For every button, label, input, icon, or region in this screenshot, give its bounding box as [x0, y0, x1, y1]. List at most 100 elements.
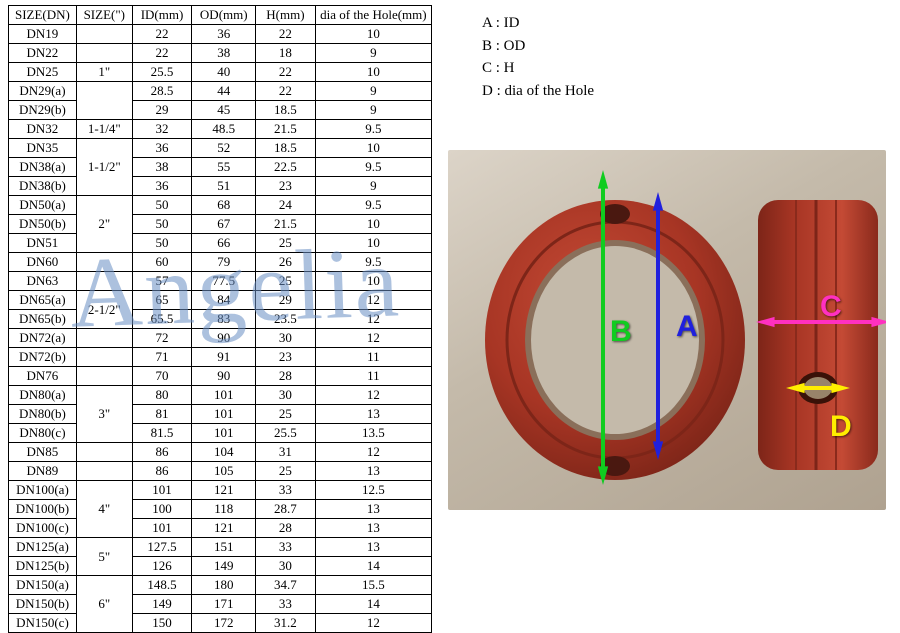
table-cell: 18.5	[256, 139, 316, 158]
table-cell: 1-1/2"	[76, 139, 132, 196]
table-cell	[76, 272, 132, 291]
table-cell: 13	[315, 519, 431, 538]
table-cell: 25.5	[132, 63, 192, 82]
table-cell: 24	[256, 196, 316, 215]
table-cell: 9	[315, 82, 431, 101]
table-cell: 15.5	[315, 576, 431, 595]
table-row: DN222238189	[9, 44, 432, 63]
table-cell: 55	[192, 158, 256, 177]
dimension-label: B	[610, 315, 632, 349]
table-row: DN606079269.5	[9, 253, 432, 272]
table-cell: 149	[132, 595, 192, 614]
table-cell: DN65(a)	[9, 291, 77, 310]
table-cell: 12.5	[315, 481, 431, 500]
table-row: DN38(a)385522.59.5	[9, 158, 432, 177]
table-cell: DN50(b)	[9, 215, 77, 234]
legend-item: C : H	[482, 57, 888, 80]
table-cell	[76, 253, 132, 272]
table-cell: DN76	[9, 367, 77, 386]
table-cell: 13	[315, 462, 431, 481]
table-row: DN7670902811	[9, 367, 432, 386]
col-header: OD(mm)	[192, 6, 256, 25]
table-cell: 12	[315, 291, 431, 310]
table-cell: 38	[132, 158, 192, 177]
table-cell: DN150(c)	[9, 614, 77, 633]
table-cell: 12	[315, 310, 431, 329]
table-row: DN72(b)71912311	[9, 348, 432, 367]
table-cell: 9.5	[315, 196, 431, 215]
table-row: DN150(a)6"148.518034.715.5	[9, 576, 432, 595]
table-cell: 25	[256, 405, 316, 424]
legend-item: B : OD	[482, 35, 888, 58]
table-cell: 171	[192, 595, 256, 614]
table-cell: 180	[192, 576, 256, 595]
col-header: ID(mm)	[132, 6, 192, 25]
table-cell: 81.5	[132, 424, 192, 443]
table-row: DN65(b)65.58323.512	[9, 310, 432, 329]
table-cell: 12	[315, 614, 431, 633]
table-row: DN150(c)15017231.212	[9, 614, 432, 633]
table-cell: 30	[256, 329, 316, 348]
table-cell: 25	[256, 272, 316, 291]
table-cell: DN29(a)	[9, 82, 77, 101]
table-cell: 77.5	[192, 272, 256, 291]
table-cell: 71	[132, 348, 192, 367]
table-cell: 22.5	[256, 158, 316, 177]
table-cell: 50	[132, 196, 192, 215]
table-cell	[76, 82, 132, 120]
table-cell: 22	[256, 25, 316, 44]
table-cell: 149	[192, 557, 256, 576]
table-cell: 48.5	[192, 120, 256, 139]
table-cell: 29	[256, 291, 316, 310]
dimension-label: C	[820, 290, 842, 324]
table-cell: 36	[132, 177, 192, 196]
table-cell: 40	[192, 63, 256, 82]
table-cell: 104	[192, 443, 256, 462]
table-row: DN85861043112	[9, 443, 432, 462]
table-cell: DN100(a)	[9, 481, 77, 500]
table-row: DN125(b)1261493014	[9, 557, 432, 576]
table-cell: 31.2	[256, 614, 316, 633]
table-cell: DN72(a)	[9, 329, 77, 348]
table-cell: DN22	[9, 44, 77, 63]
table-cell: 101	[192, 424, 256, 443]
table-row: DN38(b)3651239	[9, 177, 432, 196]
table-cell: 83	[192, 310, 256, 329]
table-cell: 9	[315, 101, 431, 120]
table-cell: 13	[315, 500, 431, 519]
table-cell: 12	[315, 443, 431, 462]
table-cell: 12	[315, 329, 431, 348]
table-cell: 6"	[76, 576, 132, 633]
table-cell: 11	[315, 367, 431, 386]
table-cell: DN72(b)	[9, 348, 77, 367]
table-cell: 31	[256, 443, 316, 462]
table-cell: 121	[192, 519, 256, 538]
table-cell: 25	[256, 234, 316, 253]
table-cell: 23.5	[256, 310, 316, 329]
table-cell: DN29(b)	[9, 101, 77, 120]
table-row: DN125(a)5"127.51513313	[9, 538, 432, 557]
table-row: DN100(b)10011828.713	[9, 500, 432, 519]
table-cell: 65	[132, 291, 192, 310]
table-cell: DN150(a)	[9, 576, 77, 595]
table-cell: 36	[192, 25, 256, 44]
table-cell: 33	[256, 595, 316, 614]
table-cell: DN25	[9, 63, 77, 82]
table-cell: 25	[256, 462, 316, 481]
table-cell: 28	[256, 367, 316, 386]
table-row: DN321-1/4"3248.521.59.5	[9, 120, 432, 139]
dimension-label: A	[676, 310, 698, 344]
table-cell: 150	[132, 614, 192, 633]
table-cell: 50	[132, 234, 192, 253]
table-cell: DN80(a)	[9, 386, 77, 405]
table-cell: 86	[132, 462, 192, 481]
table-cell: 33	[256, 538, 316, 557]
table-cell: DN65(b)	[9, 310, 77, 329]
table-cell: 50	[132, 215, 192, 234]
col-header: SIZE(DN)	[9, 6, 77, 25]
table-cell: 22	[132, 44, 192, 63]
table-cell: 10	[315, 272, 431, 291]
table-cell: 86	[132, 443, 192, 462]
table-cell: 22	[256, 63, 316, 82]
table-cell: 18.5	[256, 101, 316, 120]
